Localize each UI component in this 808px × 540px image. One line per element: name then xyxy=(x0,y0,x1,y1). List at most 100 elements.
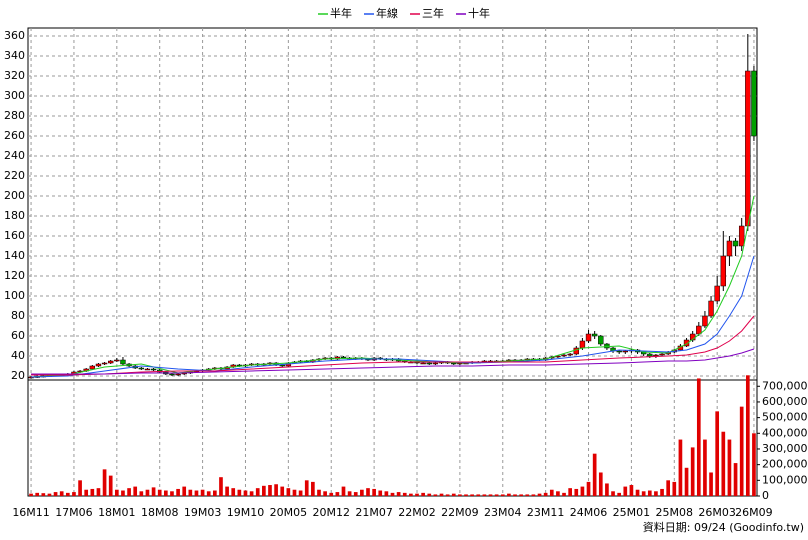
volume-bar xyxy=(415,493,419,496)
volume-bar xyxy=(262,485,266,496)
y-tick-label: 280 xyxy=(4,109,25,122)
volume-bar xyxy=(145,489,150,496)
volume-bar xyxy=(409,493,413,496)
x-tick-label: 16M11 xyxy=(12,506,50,519)
volume-bar xyxy=(219,477,223,496)
volume-bar xyxy=(384,491,389,496)
volume-bar xyxy=(360,489,364,496)
volume-bar xyxy=(372,488,376,496)
candle-body xyxy=(279,364,285,367)
volume-bar xyxy=(482,494,487,496)
candle-body xyxy=(604,343,610,349)
volume-bar xyxy=(65,492,70,496)
x-tick-label: 22M02 xyxy=(398,506,436,519)
y-tick-label: 60 xyxy=(11,329,25,342)
y-tick-label: 200 xyxy=(4,189,25,202)
x-tick-label: 18M01 xyxy=(98,506,136,519)
volume-bar xyxy=(678,439,683,496)
volume-bar xyxy=(703,439,707,496)
volume-tick-label: 400,000 xyxy=(762,426,808,439)
volume-bar xyxy=(654,491,658,496)
volume-bar xyxy=(176,488,180,496)
volume-bar xyxy=(470,494,474,496)
volume-bar xyxy=(543,492,548,496)
x-tick-label: 18M08 xyxy=(141,506,179,519)
candle-body xyxy=(702,315,708,327)
volume-bar xyxy=(458,494,462,496)
candle-body xyxy=(579,340,586,349)
volume-bar xyxy=(353,492,358,496)
candle-body xyxy=(714,285,720,302)
ma-line xyxy=(31,315,755,376)
candle-body xyxy=(683,339,690,347)
volume-bar xyxy=(709,472,713,496)
y-tick-label: 260 xyxy=(4,129,25,142)
volume-bar xyxy=(237,489,242,496)
volume-bar xyxy=(549,489,554,496)
volume-bar xyxy=(672,481,677,496)
volume-bar xyxy=(629,485,634,496)
y-tick-label: 340 xyxy=(4,49,25,62)
volume-bar xyxy=(114,489,119,496)
volume-bar xyxy=(84,489,89,496)
volume-bar xyxy=(378,490,383,496)
candle-body xyxy=(738,225,745,247)
volume-bar xyxy=(580,486,585,496)
volume-bar xyxy=(494,494,499,496)
volume-bar xyxy=(335,492,340,496)
volume-bar xyxy=(231,488,236,496)
candle-body xyxy=(340,356,347,359)
volume-bar xyxy=(598,472,603,496)
candle-body xyxy=(726,240,733,257)
volume-tick-label: 300,000 xyxy=(762,442,808,455)
volume-bar xyxy=(194,490,199,496)
x-tick-label: 25M01 xyxy=(613,506,651,519)
volume-bar xyxy=(243,490,248,496)
candle-body xyxy=(451,362,457,365)
legend-label: 半年 xyxy=(330,6,352,20)
volume-bar xyxy=(274,484,278,496)
volume-bar xyxy=(72,492,76,496)
volume-bar xyxy=(715,411,720,496)
volume-tick-label: 700,000 xyxy=(762,379,808,392)
volume-bar xyxy=(666,480,671,496)
y-tick-label: 80 xyxy=(11,309,25,322)
x-tick-label: 26M09 xyxy=(735,506,773,519)
volume-bar xyxy=(727,439,732,496)
volume-bar xyxy=(562,492,566,496)
y-tick-label: 320 xyxy=(4,69,25,82)
volume-bar xyxy=(537,493,542,496)
x-tick-label: 23M04 xyxy=(484,506,522,519)
volume-bar xyxy=(733,463,738,496)
candle-body xyxy=(120,359,126,365)
volume-bar xyxy=(41,493,46,496)
volume-bar xyxy=(213,490,217,496)
volume-bar xyxy=(752,433,756,496)
volume-bar xyxy=(249,491,254,496)
volume-bar xyxy=(464,494,468,496)
volume-bar xyxy=(151,487,156,496)
volume-bar xyxy=(556,491,560,496)
volume-bar xyxy=(102,469,107,496)
x-tick-label: 19M10 xyxy=(227,506,265,519)
volume-bar xyxy=(647,490,652,496)
x-tick-label: 21M07 xyxy=(355,506,393,519)
candle-body xyxy=(432,362,439,365)
volume-bar xyxy=(163,490,168,496)
volume-bar xyxy=(390,492,395,496)
volume-bar xyxy=(225,486,229,496)
candle-body xyxy=(732,240,739,247)
candle-body xyxy=(144,368,151,371)
candle-body xyxy=(585,333,592,342)
volume-bar xyxy=(635,489,640,496)
volume-bar xyxy=(188,489,193,496)
volume-bar xyxy=(451,493,456,496)
volume-bar xyxy=(507,493,511,496)
candle-body xyxy=(89,365,96,370)
x-tick-label: 23M11 xyxy=(527,506,565,519)
legend-label: 年線 xyxy=(376,6,398,20)
y-tick-label: 120 xyxy=(4,269,25,282)
candle-body xyxy=(647,353,653,357)
